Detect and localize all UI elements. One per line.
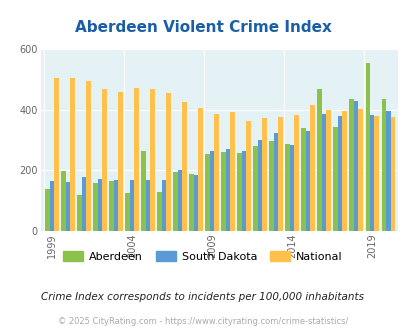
Bar	[278, 116, 282, 231]
Bar	[157, 192, 161, 231]
Bar	[257, 140, 262, 231]
Bar	[205, 154, 209, 231]
Bar	[45, 189, 49, 231]
Bar	[66, 182, 70, 231]
Bar	[289, 145, 294, 231]
Bar	[209, 151, 214, 231]
Bar	[141, 151, 145, 231]
Bar	[321, 114, 326, 231]
Bar	[161, 180, 166, 231]
Bar	[129, 180, 134, 231]
Bar	[326, 110, 330, 231]
Bar	[198, 109, 202, 231]
Bar	[134, 88, 139, 231]
Bar	[349, 99, 353, 231]
Bar	[113, 180, 118, 231]
Bar	[189, 174, 193, 231]
Bar	[294, 115, 298, 231]
Bar	[333, 127, 337, 231]
Bar	[310, 105, 314, 231]
Bar	[241, 150, 246, 231]
Bar	[341, 111, 346, 231]
Bar	[182, 102, 186, 231]
Bar	[93, 182, 97, 231]
Bar	[118, 92, 122, 231]
Bar	[221, 152, 225, 231]
Bar	[317, 89, 321, 231]
Bar	[61, 171, 66, 231]
Bar	[364, 62, 369, 231]
Bar	[246, 120, 250, 231]
Bar	[225, 149, 230, 231]
Bar	[177, 170, 182, 231]
Bar	[145, 180, 150, 231]
Bar	[230, 113, 234, 231]
Bar	[166, 93, 170, 231]
Bar	[193, 175, 198, 231]
Bar	[86, 81, 90, 231]
Bar	[285, 145, 289, 231]
Bar	[253, 146, 257, 231]
Bar	[81, 177, 86, 231]
Bar	[358, 109, 362, 231]
Bar	[237, 153, 241, 231]
Bar	[262, 117, 266, 231]
Text: Aberdeen Violent Crime Index: Aberdeen Violent Crime Index	[75, 20, 330, 35]
Bar	[150, 89, 154, 231]
Bar	[125, 193, 129, 231]
Bar	[173, 172, 177, 231]
Bar	[390, 116, 394, 231]
Bar	[305, 131, 310, 231]
Bar	[353, 101, 358, 231]
Bar	[337, 116, 341, 231]
Bar	[102, 89, 107, 231]
Bar	[70, 78, 75, 231]
Bar	[373, 116, 378, 231]
Text: © 2025 CityRating.com - https://www.cityrating.com/crime-statistics/: © 2025 CityRating.com - https://www.city…	[58, 317, 347, 326]
Bar	[301, 128, 305, 231]
Bar	[273, 133, 278, 231]
Bar	[77, 195, 81, 231]
Text: Crime Index corresponds to incidents per 100,000 inhabitants: Crime Index corresponds to incidents per…	[41, 292, 364, 302]
Bar	[214, 114, 218, 231]
Bar	[54, 78, 58, 231]
Bar	[369, 115, 373, 231]
Bar	[381, 99, 385, 231]
Bar	[49, 181, 54, 231]
Bar	[269, 142, 273, 231]
Legend: Aberdeen, South Dakota, National: Aberdeen, South Dakota, National	[59, 247, 346, 267]
Bar	[385, 111, 390, 231]
Bar	[109, 181, 113, 231]
Bar	[97, 179, 102, 231]
